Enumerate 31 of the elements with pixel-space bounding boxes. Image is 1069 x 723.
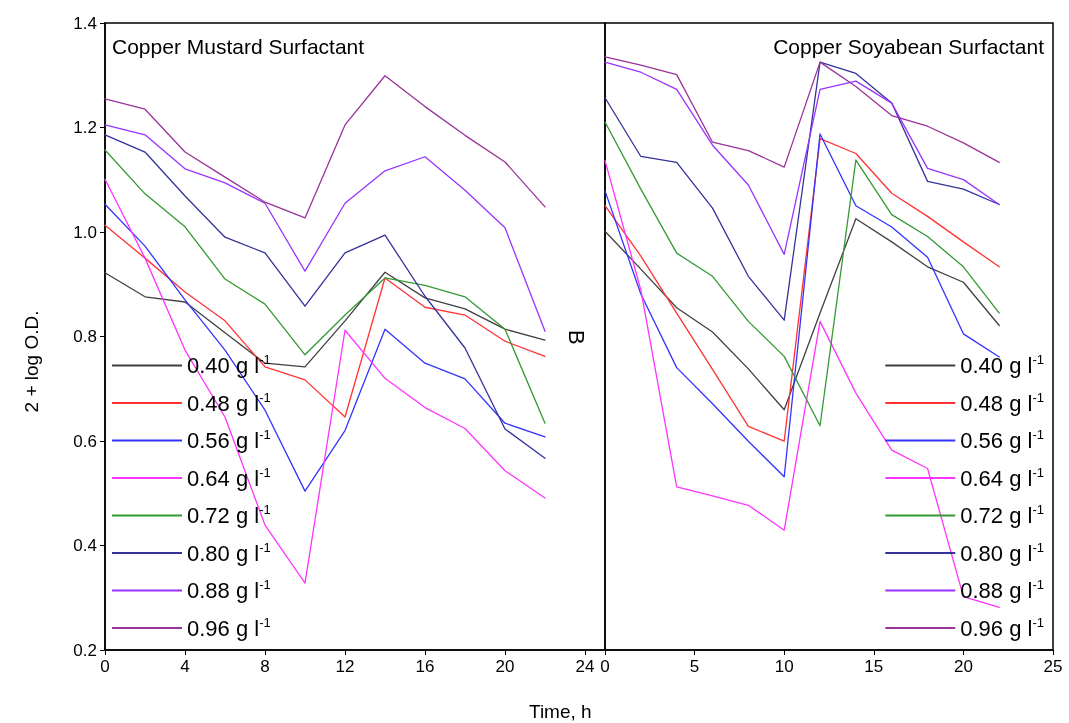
y-tick-label: 0.2 <box>73 640 97 660</box>
x-tick-label: 15 <box>864 657 884 676</box>
x-tick-label: 20 <box>495 657 515 676</box>
y-tick-label: 0.4 <box>73 536 97 555</box>
line-series <box>104 149 546 424</box>
y-tick-label: 1.2 <box>73 118 97 137</box>
x-tick-label: 4 <box>180 657 190 676</box>
annotation: B <box>563 330 589 345</box>
x-tick-label: 5 <box>689 657 700 676</box>
x-axis-title: Time, h <box>529 701 592 722</box>
x-tick-label: 12 <box>335 657 355 676</box>
x-tick-label: 20 <box>953 657 973 676</box>
x-tick-label: 0 <box>600 657 610 676</box>
x-tick-label: 25 <box>1043 657 1063 676</box>
y-tick-label: 1.4 <box>73 13 97 33</box>
x-tick-label: 24 <box>575 657 595 676</box>
x-tick-label: 10 <box>774 657 794 676</box>
y-axis-title: 2 + log O.D. <box>21 310 42 413</box>
line-series <box>104 203 546 492</box>
y-tick-label: 0.6 <box>73 431 97 451</box>
line-series <box>104 134 546 459</box>
x-tick-label: 0 <box>100 657 110 676</box>
line-series <box>104 75 546 219</box>
x-tick-label: 8 <box>260 657 270 676</box>
y-tick-label: 1.0 <box>73 222 97 242</box>
chart-title: Copper Soyabean Surfactant <box>773 35 1045 58</box>
line-series <box>104 124 546 332</box>
line-series <box>104 224 546 418</box>
x-tick-label: 16 <box>415 657 435 676</box>
y-tick-label: 0.8 <box>73 327 97 346</box>
text: Copper Mustard Surfactant <box>112 35 365 58</box>
